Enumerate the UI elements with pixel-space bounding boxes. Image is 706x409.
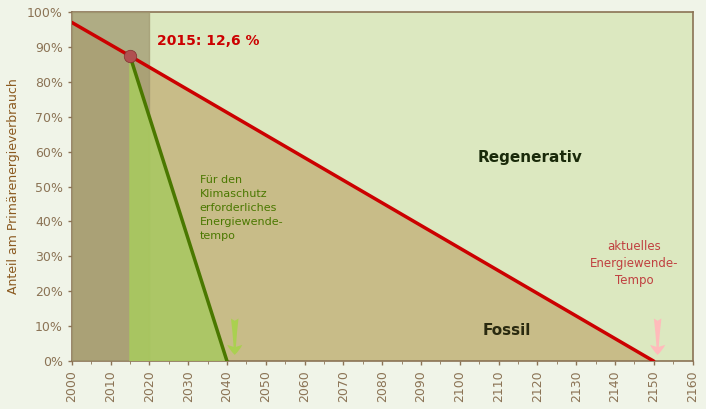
Polygon shape — [72, 22, 654, 361]
Y-axis label: Anteil am Primärenergieverbrauch: Anteil am Primärenergieverbrauch — [7, 79, 20, 294]
Text: 2015: 12,6 %: 2015: 12,6 % — [157, 34, 260, 48]
Text: aktuelles
Energiewende-
Tempo: aktuelles Energiewende- Tempo — [590, 240, 678, 287]
Text: Fossil: Fossil — [482, 323, 530, 338]
Polygon shape — [130, 56, 227, 361]
Polygon shape — [72, 12, 150, 361]
Text: Für den
Klimaschutz
erforderliches
Energiewende-
tempo: Für den Klimaschutz erforderliches Energ… — [200, 175, 283, 240]
Text: Regenerativ: Regenerativ — [477, 150, 582, 165]
Polygon shape — [130, 56, 150, 361]
